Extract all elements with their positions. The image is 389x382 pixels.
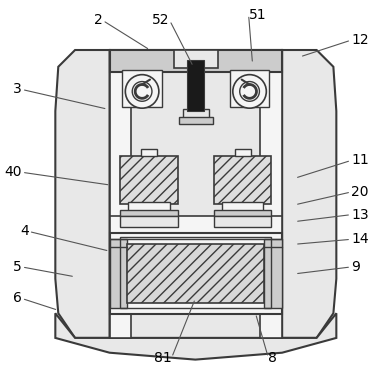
- Bar: [179, 117, 213, 124]
- Text: 81: 81: [154, 351, 172, 365]
- Bar: [110, 233, 282, 314]
- Bar: [235, 149, 251, 157]
- Polygon shape: [282, 50, 336, 338]
- Bar: [214, 216, 271, 228]
- Text: 6: 6: [13, 291, 22, 306]
- Bar: [182, 109, 209, 119]
- Text: 4: 4: [20, 225, 29, 238]
- Bar: [265, 239, 282, 308]
- Bar: [110, 239, 127, 308]
- Bar: [110, 50, 282, 72]
- Text: 5: 5: [13, 260, 22, 274]
- Text: 14: 14: [351, 232, 369, 246]
- Bar: [121, 237, 271, 308]
- Bar: [141, 149, 157, 157]
- Bar: [121, 157, 178, 204]
- Bar: [187, 60, 204, 111]
- Bar: [110, 50, 282, 338]
- Bar: [121, 216, 178, 228]
- Polygon shape: [55, 50, 110, 338]
- Bar: [230, 70, 269, 107]
- Polygon shape: [55, 313, 336, 359]
- Bar: [128, 202, 170, 212]
- Text: 8: 8: [268, 351, 277, 365]
- Bar: [110, 50, 131, 338]
- Text: 20: 20: [351, 185, 369, 199]
- Bar: [110, 216, 282, 233]
- Bar: [127, 244, 265, 303]
- Text: 2: 2: [94, 13, 103, 28]
- Circle shape: [240, 81, 259, 101]
- Text: 52: 52: [152, 13, 170, 28]
- Bar: [173, 50, 218, 68]
- Text: 9: 9: [351, 260, 360, 274]
- Text: 12: 12: [351, 33, 369, 47]
- Bar: [214, 210, 271, 216]
- Bar: [222, 202, 263, 212]
- Circle shape: [132, 81, 152, 101]
- Text: 40: 40: [4, 165, 22, 179]
- Circle shape: [233, 74, 266, 108]
- Text: 3: 3: [13, 83, 22, 96]
- Bar: [123, 70, 162, 107]
- Bar: [260, 50, 282, 338]
- Circle shape: [125, 74, 159, 108]
- Bar: [121, 210, 178, 216]
- Text: 11: 11: [351, 154, 369, 167]
- Bar: [214, 157, 271, 204]
- Text: 51: 51: [249, 8, 266, 21]
- Text: 13: 13: [351, 208, 369, 222]
